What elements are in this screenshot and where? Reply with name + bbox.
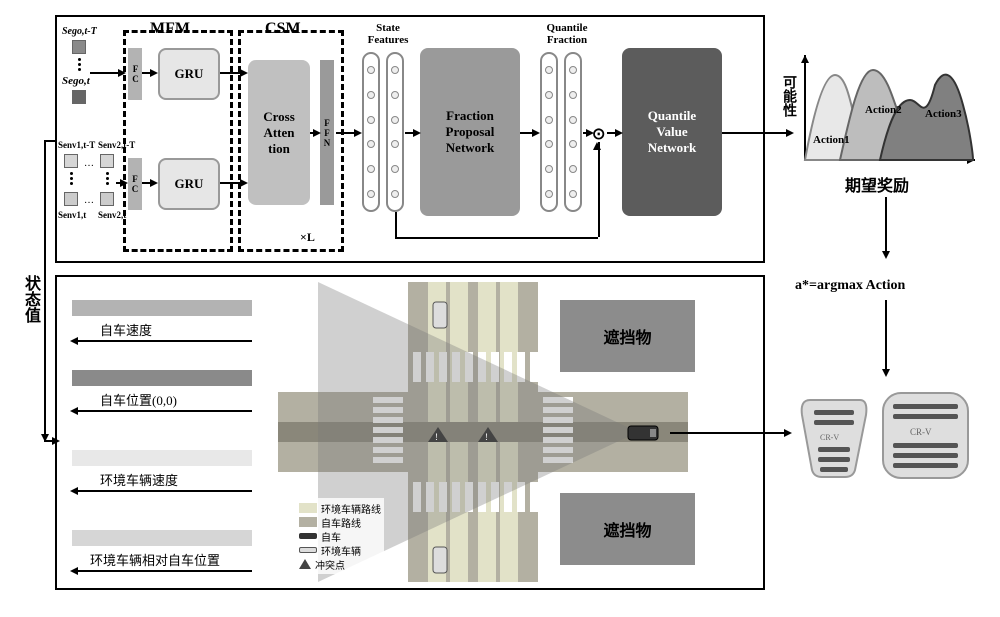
legend-row-4: 冲突点 xyxy=(299,557,381,571)
legend-bar-1 xyxy=(72,370,252,386)
arrow-ego-pedals xyxy=(670,432,790,434)
state-value-label: 状态值 xyxy=(18,275,42,323)
input-ego-top-label: Sego,t-T xyxy=(62,26,97,37)
fraction-proposal-network: Fraction Proposal Network xyxy=(420,48,520,216)
input-env-dots2 xyxy=(106,172,110,185)
times-l-label: ×L xyxy=(300,230,315,245)
input-env-sq2 xyxy=(100,154,114,168)
arrow-env-fc xyxy=(116,182,126,184)
input-env1-top-label: Senv1,t-T xyxy=(58,140,95,150)
loop-down xyxy=(395,212,397,237)
gru-block-bot: GRU xyxy=(158,158,220,210)
arrow-dist-argmax xyxy=(885,197,887,257)
qf-col1 xyxy=(540,52,558,212)
occluder-top: 遮挡物 xyxy=(560,300,695,372)
legend-row-1-label: 自车路线 xyxy=(321,515,361,530)
probability-axis-label: 可能性 xyxy=(778,75,798,117)
arrow-gru-cross-top xyxy=(220,72,246,74)
quantile-value-network: Quantile Value Network xyxy=(622,48,722,216)
qf-col2 xyxy=(564,52,582,212)
pedal-right-label: CR-V xyxy=(910,427,932,437)
cross-attention-block: Cross Atten tion xyxy=(248,60,310,205)
arrow-ffn-feat xyxy=(336,132,360,134)
fc-label-top: FC xyxy=(131,64,140,84)
legend-bar-2-label: 环境车辆速度 xyxy=(100,470,178,489)
legend-bar-3 xyxy=(72,530,252,546)
legend-bar-0-arrow xyxy=(72,340,252,342)
svg-text:Action2: Action2 xyxy=(865,104,902,116)
legend-row-3: 环境车辆 xyxy=(299,543,381,557)
argmax-label: a*=argmax Action xyxy=(795,278,905,294)
pedal-right: CR-V xyxy=(878,388,973,483)
fc-block-bot: FC xyxy=(128,158,142,210)
occluder-bottom: 遮挡物 xyxy=(560,493,695,565)
input-env-ellipsis-top: … xyxy=(84,158,94,169)
svg-text:!: ! xyxy=(485,432,488,442)
legend-row-0-label: 环境车辆路线 xyxy=(321,501,381,516)
fc-block-top: FC xyxy=(128,48,142,100)
input-env-dots1 xyxy=(70,172,74,185)
legend-row-2: 自车 xyxy=(299,529,381,543)
legend-bar-0-label: 自车速度 xyxy=(100,320,152,339)
loop-arrowhead xyxy=(593,142,601,150)
arrow-argmax-pedals xyxy=(885,300,887,375)
arrow-had-qvn xyxy=(607,132,621,134)
pedal-left: CR-V xyxy=(800,395,870,480)
legend-row-3-label: 环境车辆 xyxy=(321,543,361,558)
input-ego-bot-label: Sego,t xyxy=(62,75,90,87)
arrow-feat-fpn xyxy=(405,132,419,134)
scene-legend: 环境车辆路线 自车路线 自车 环境车辆 冲突点 xyxy=(296,498,384,574)
state-feat-col1 xyxy=(362,52,380,212)
legend-row-2-label: 自车 xyxy=(321,529,341,544)
expected-reward-label: 期望奖励 xyxy=(845,172,909,196)
quantile-fraction-label: Quantile Fraction xyxy=(532,22,602,46)
arrow-qf-had xyxy=(583,132,592,134)
svg-text:Action1: Action1 xyxy=(813,134,850,146)
legend-bar-1-label: 自车位置(0,0) xyxy=(100,390,177,409)
arrow-fc-gru-bot xyxy=(142,182,156,184)
arrow-gru-cross-bot xyxy=(220,182,246,184)
ffn-block: FFN xyxy=(320,60,334,205)
feedback-arrow-down xyxy=(44,140,46,440)
svg-text:!: ! xyxy=(435,432,438,442)
input-env-sq4 xyxy=(100,192,114,206)
legend-bar-0 xyxy=(72,300,252,316)
arrow-fpn-qf xyxy=(520,132,538,134)
fc-label-bot: FC xyxy=(130,174,140,194)
gru-block-top: GRU xyxy=(158,48,220,100)
state-features-label: State Features xyxy=(358,22,418,46)
arrow-ego-fc xyxy=(90,72,124,74)
input-env1-bot-label: Senv1,t xyxy=(58,210,86,220)
svg-text:Action3: Action3 xyxy=(925,108,962,120)
state-feat-col2 xyxy=(386,52,404,212)
arrow-qvn-out xyxy=(722,132,792,134)
arrow-cross-ffn xyxy=(310,132,319,134)
distribution-plot: Action1 Action2 Action3 xyxy=(795,45,980,170)
legend-row-4-label: 冲突点 xyxy=(315,557,345,572)
input-env-sq1 xyxy=(64,154,78,168)
arrow-fc-gru-top xyxy=(142,72,156,74)
legend-bar-2-arrow xyxy=(72,490,252,492)
input-ego-sq1 xyxy=(72,40,86,54)
ffn-label: FFN xyxy=(322,118,332,148)
legend-row-0: 环境车辆路线 xyxy=(299,501,381,515)
pedal-left-label: CR-V xyxy=(820,433,839,442)
mfm-title: MFM xyxy=(150,20,190,38)
csm-title: CSM xyxy=(265,20,301,38)
input-env-ellipsis-bot: … xyxy=(84,195,94,206)
loop-across xyxy=(395,237,598,239)
legend-bar-1-arrow xyxy=(72,410,252,412)
input-ego-dots xyxy=(78,58,82,71)
legend-bar-3-arrow xyxy=(72,570,252,572)
input-ego-sq2 xyxy=(72,90,86,104)
legend-row-1: 自车路线 xyxy=(299,515,381,529)
legend-bar-3-label: 环境车辆相对自车位置 xyxy=(90,550,220,569)
hadamard-op: ⊙ xyxy=(592,124,605,144)
input-env-sq3 xyxy=(64,192,78,206)
loop-up xyxy=(598,142,600,237)
legend-bar-2 xyxy=(72,450,252,466)
